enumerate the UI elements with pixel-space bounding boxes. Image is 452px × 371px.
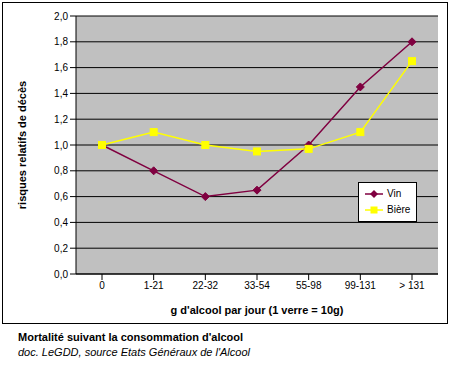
svg-text:g d'alcool par jour (1 verre =: g d'alcool par jour (1 verre = 10g) xyxy=(171,304,344,316)
svg-text:99-131: 99-131 xyxy=(345,280,377,291)
svg-text:55-98: 55-98 xyxy=(296,280,322,291)
svg-text:1,8: 1,8 xyxy=(54,36,68,47)
svg-text:> 131: > 131 xyxy=(399,280,425,291)
svg-text:0,8: 0,8 xyxy=(54,165,68,176)
svg-text:1,2: 1,2 xyxy=(54,114,68,125)
svg-text:risques relatifs de décès: risques relatifs de décès xyxy=(16,81,28,209)
svg-text:0,4: 0,4 xyxy=(54,217,68,228)
svg-text:1-21: 1-21 xyxy=(144,280,164,291)
html-text:Bière: Bière xyxy=(387,204,411,215)
svg-text:33-54: 33-54 xyxy=(244,280,270,291)
svg-text:22-32: 22-32 xyxy=(193,280,219,291)
svg-text:2,0: 2,0 xyxy=(54,11,68,22)
svg-text:0,6: 0,6 xyxy=(54,191,68,202)
svg-text:1,6: 1,6 xyxy=(54,62,68,73)
svg-text:1,4: 1,4 xyxy=(54,88,68,99)
svg-text:1,0: 1,0 xyxy=(54,140,68,151)
svg-text:0,2: 0,2 xyxy=(54,243,68,254)
svg-text:0: 0 xyxy=(99,280,105,291)
svg-text:0,0: 0,0 xyxy=(54,269,68,280)
html-text:Mortalité suivant la consommat: Mortalité suivant la consommation d'alco… xyxy=(18,331,244,343)
html-text:doc. LeGDD, source Etats Génér: doc. LeGDD, source Etats Généraux de l'A… xyxy=(18,346,250,358)
html-text:Vin: Vin xyxy=(387,188,402,199)
